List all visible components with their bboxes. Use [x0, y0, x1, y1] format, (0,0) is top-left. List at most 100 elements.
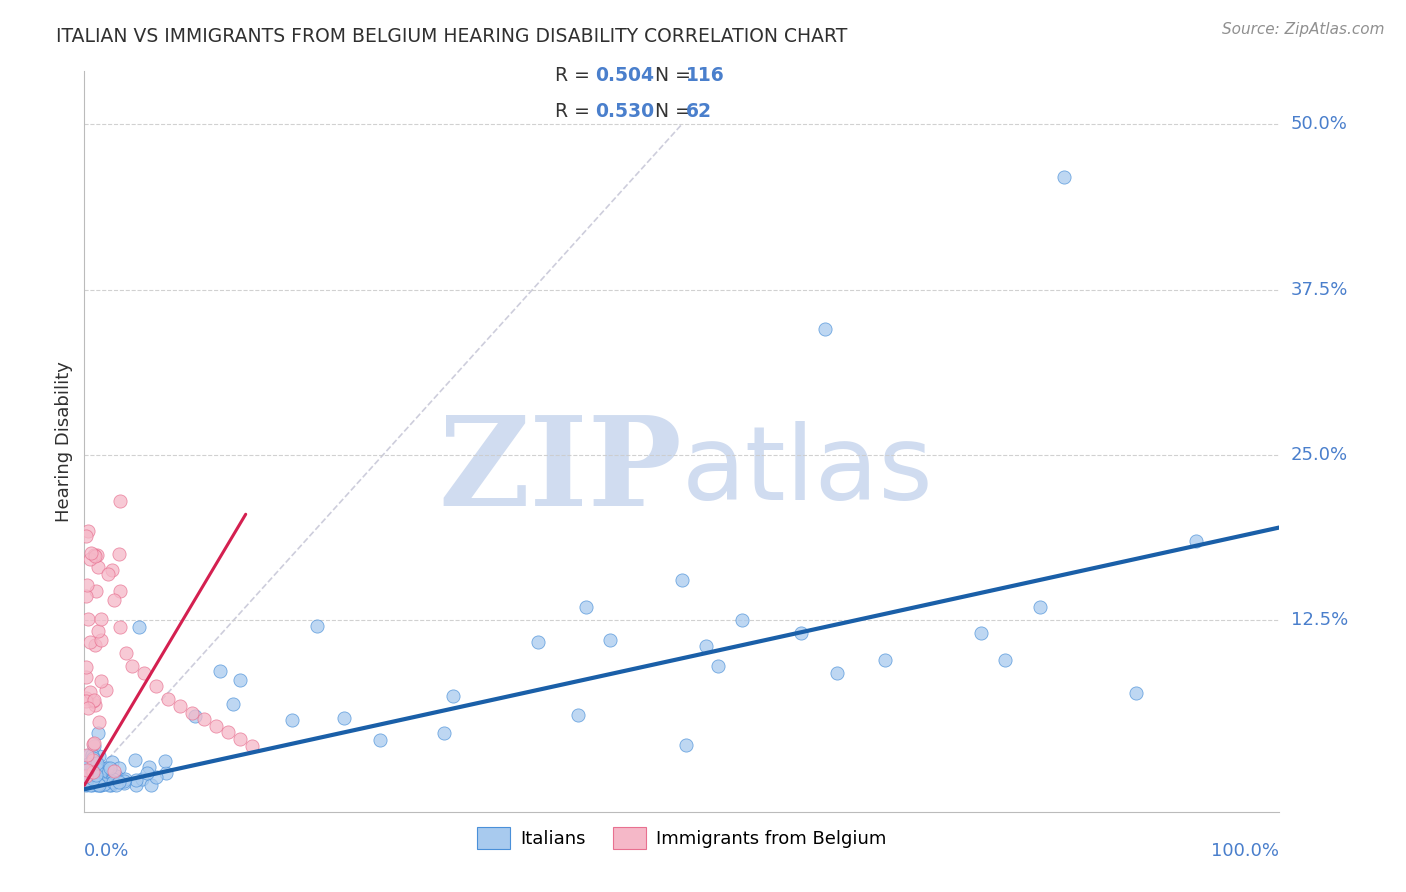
Point [112, 775, 135, 789]
Point [77, 757, 100, 772]
Point [90, 673, 112, 688]
Point [91, 762, 114, 776]
Text: 62: 62 [686, 102, 711, 121]
Point [104, 769, 127, 783]
Point [84, 764, 107, 779]
Point [82, 764, 104, 779]
Point [89, 775, 111, 789]
Text: 37.5%: 37.5% [1291, 280, 1348, 299]
Point [90, 633, 112, 648]
Point [110, 494, 132, 508]
Point [153, 754, 176, 768]
Point [103, 764, 125, 778]
Point [79, 552, 101, 566]
Point [827, 665, 849, 680]
Point [82, 772, 104, 786]
Point [135, 765, 157, 780]
Point [80, 767, 103, 781]
Text: N =: N = [643, 66, 696, 86]
Point [441, 689, 464, 703]
Point [83, 775, 105, 789]
Point [80, 757, 103, 772]
Point [575, 599, 598, 614]
Text: 116: 116 [686, 66, 725, 86]
Text: R =: R = [555, 102, 596, 121]
Point [75, 768, 97, 782]
Point [86, 756, 108, 771]
Point [79, 748, 101, 763]
Point [131, 772, 153, 787]
Text: ZIP: ZIP [439, 410, 682, 532]
Point [110, 620, 132, 634]
Point [94, 776, 117, 790]
Point [157, 692, 180, 706]
Point [96, 761, 118, 775]
Point [79, 634, 101, 648]
Text: atlas: atlas [682, 421, 934, 522]
Point [75, 670, 97, 684]
Point [240, 739, 263, 753]
Point [75, 776, 97, 790]
Point [83, 693, 105, 707]
Y-axis label: Hearing Disability: Hearing Disability [55, 361, 73, 522]
Point [281, 713, 304, 727]
Point [112, 774, 135, 789]
Point [83, 736, 105, 750]
Point [94, 682, 117, 697]
Point [155, 766, 177, 780]
Point [75, 528, 97, 542]
Point [790, 626, 813, 640]
Point [86, 778, 108, 792]
Point [90, 778, 112, 792]
Point [105, 778, 128, 792]
Point [87, 767, 110, 781]
Point [77, 524, 100, 539]
Point [121, 659, 143, 673]
Point [814, 322, 837, 336]
Point [114, 772, 136, 787]
Point [75, 771, 97, 785]
Text: 100.0%: 100.0% [1212, 842, 1279, 860]
Text: 0.0%: 0.0% [84, 842, 129, 860]
Point [100, 776, 122, 790]
Point [731, 613, 754, 627]
Point [84, 761, 107, 775]
Point [93, 764, 115, 779]
Point [90, 761, 112, 775]
Point [82, 737, 104, 751]
Point [79, 778, 101, 792]
Point [101, 755, 124, 769]
Point [108, 761, 131, 775]
Point [86, 760, 108, 774]
Point [103, 772, 125, 786]
Point [671, 574, 693, 588]
Point [184, 709, 207, 723]
Point [145, 679, 167, 693]
Point [84, 756, 107, 771]
Point [333, 710, 356, 724]
Point [87, 726, 110, 740]
Point [205, 719, 228, 733]
Point [100, 778, 122, 792]
Text: R =: R = [555, 66, 596, 86]
Point [217, 725, 239, 739]
Point [87, 759, 110, 773]
Point [79, 773, 101, 788]
Point [307, 619, 329, 633]
Point [84, 583, 107, 598]
Point [1125, 686, 1147, 700]
Point [83, 548, 105, 562]
Point [87, 715, 110, 730]
Text: 12.5%: 12.5% [1291, 611, 1348, 629]
Point [77, 776, 100, 790]
Point [82, 748, 104, 763]
Point [76, 578, 98, 592]
Point [599, 632, 621, 647]
Point [105, 772, 128, 786]
Point [75, 770, 97, 784]
Point [125, 772, 148, 787]
Point [1029, 599, 1052, 614]
Point [124, 753, 146, 767]
Point [115, 646, 138, 660]
Point [82, 750, 104, 764]
